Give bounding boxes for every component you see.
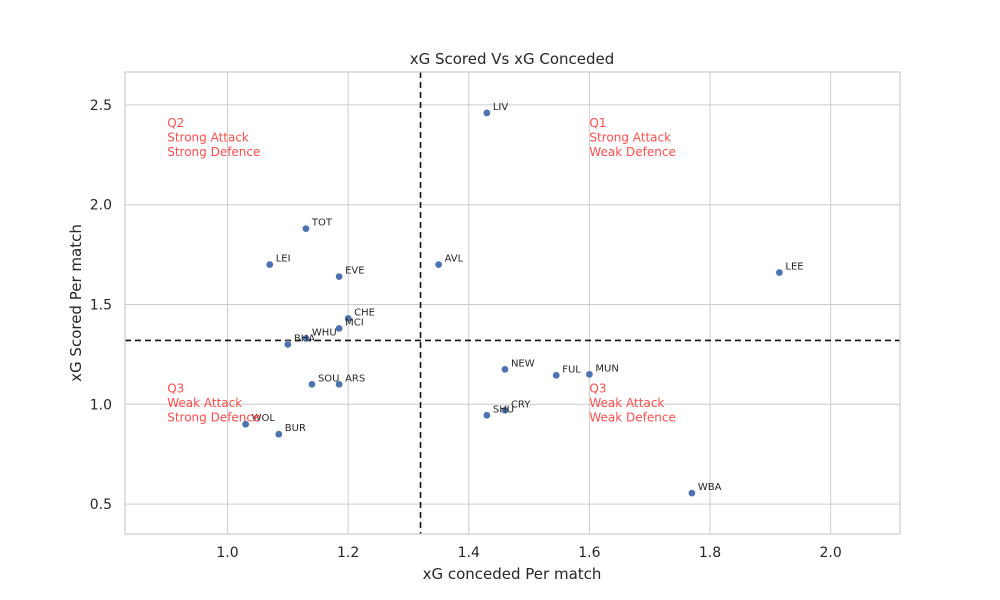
x-tick-label: 1.4 (458, 545, 480, 561)
point-label: SOU (318, 373, 340, 384)
reference-lines (125, 72, 900, 534)
data-point-tot (302, 224, 310, 233)
point-label: NEW (511, 358, 535, 369)
point-label: CRY (511, 399, 531, 410)
y-axis-label: xG Scored Per match (67, 224, 85, 382)
data-point-liv (483, 109, 491, 117)
y-tick-label: 1.5 (90, 297, 112, 313)
x-tick-label: 1.6 (578, 545, 600, 561)
y-tick-labels: 0.5 1.0 1.5 2.0 2.5 (90, 98, 112, 513)
y-tick-label: 2.0 (90, 198, 112, 214)
plot-frame (124, 71, 901, 535)
point-label: MCI (345, 317, 364, 328)
point-label: EVE (345, 266, 364, 277)
quadrant-annotation: Strong Attack (589, 130, 671, 144)
quadrant-annotation: Weak Attack (167, 396, 242, 410)
data-point-ful (552, 371, 561, 380)
x-tick-label: 1.8 (699, 545, 721, 561)
data-point-whu (302, 334, 310, 343)
data-point-wba (688, 489, 696, 497)
y-tick-label: 1.0 (90, 397, 112, 413)
chart-title: xG Scored Vs xG Conceded (410, 50, 615, 68)
point-label: CHE (354, 307, 375, 318)
data-point-wol (241, 420, 250, 429)
data-point-new (501, 365, 509, 374)
data-point-ars (335, 380, 343, 389)
quadrant-annotation: Strong Attack (167, 130, 249, 144)
point-label: FUL (562, 364, 581, 375)
data-point-bha (283, 340, 292, 349)
data-point-sou (308, 380, 316, 389)
quadrant-annotation: Q2 (167, 116, 184, 130)
quadrant-annotation: Strong Defence (167, 145, 260, 159)
x-tick-label: 2.0 (820, 545, 842, 561)
quadrant-annotation: Q3 (167, 381, 184, 395)
point-label: ARS (345, 373, 365, 384)
grid (125, 72, 900, 534)
quadrant-annotation: Weak Defence (589, 145, 675, 159)
point-label: BHA (294, 333, 315, 344)
point-label: WOL (252, 413, 276, 424)
data-point-lee (775, 268, 784, 277)
data-point-bur (274, 430, 283, 439)
data-point-avl (434, 260, 443, 269)
point-label: MUN (595, 363, 618, 374)
quadrant-annotation: Weak Attack (589, 396, 664, 410)
x-axis-label: xG conceded Per match (423, 565, 602, 583)
point-label: WHU (312, 327, 337, 338)
quadrant-annotation: Q1 (589, 116, 606, 130)
quadrant-annotation: Strong Defence (167, 410, 260, 424)
point-label: WBA (698, 482, 722, 493)
data-point-mun (585, 370, 594, 379)
quadrant-annotation: Weak Defence (589, 410, 675, 424)
point-label: SHU (493, 404, 514, 415)
y-tick-label: 0.5 (90, 497, 112, 513)
data-point-eve (335, 272, 343, 281)
x-tick-labels: 1.0 1.2 1.4 1.6 1.8 2.0 (216, 545, 841, 561)
point-label: LIV (493, 102, 509, 113)
point-label: LEI (276, 254, 291, 265)
data-point-cry (501, 406, 509, 415)
data-points (241, 109, 784, 497)
data-point-mci (335, 324, 343, 333)
data-point-che (344, 314, 353, 323)
data-point-shu (483, 411, 491, 420)
y-tick-label: 2.5 (90, 98, 112, 114)
data-point-lei (265, 260, 274, 269)
x-tick-label: 1.0 (216, 545, 238, 561)
point-label: LEE (785, 262, 803, 273)
point-label: TOT (311, 218, 333, 229)
point-label: AVL (445, 254, 464, 265)
point-label: BUR (285, 423, 306, 434)
quadrant-annotation: Q3 (589, 381, 606, 395)
x-tick-label: 1.2 (337, 545, 359, 561)
